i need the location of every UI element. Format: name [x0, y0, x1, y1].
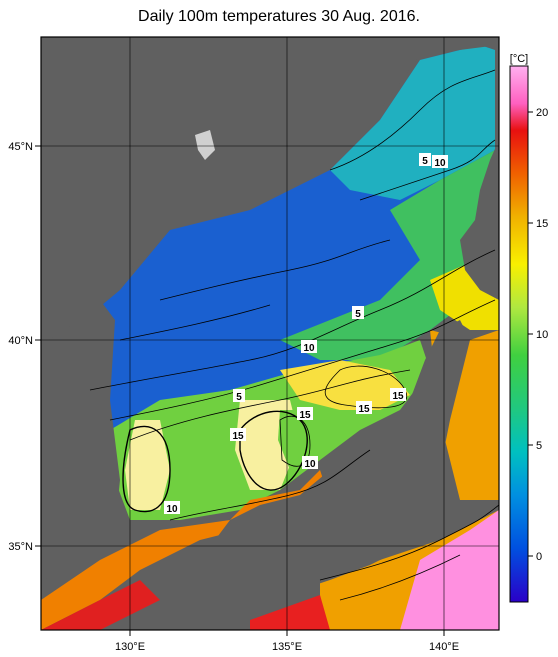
graticule — [41, 37, 499, 630]
sakhalin-island — [195, 130, 215, 160]
colorbar-tick: 15 — [536, 218, 548, 230]
japan-hokkaido — [460, 140, 499, 300]
sea-warm-region — [280, 360, 410, 410]
asia-mainland — [41, 37, 499, 345]
japan-honshu — [200, 320, 470, 600]
contour-label: 5 — [422, 156, 428, 167]
sea-teal-region — [330, 45, 495, 200]
contour-label: 15 — [232, 431, 244, 442]
lon-label: 135°E — [272, 641, 302, 653]
contour-label: 10 — [166, 504, 178, 515]
lon-label: 130°E — [115, 641, 145, 653]
contour-label: 15 — [392, 391, 404, 402]
contour-label: 10 — [303, 343, 315, 354]
contour-label: 15 — [299, 410, 311, 421]
contour-label: 10 — [434, 158, 446, 169]
contour-label: 5 — [236, 392, 242, 403]
colorbar-tick: 0 — [536, 551, 542, 563]
colorbar-gradient — [509, 65, 529, 603]
lat-label: 45°N — [8, 141, 33, 153]
pacific-hot — [400, 510, 499, 630]
colorbar-tick: 10 — [536, 329, 548, 341]
contour-label: 15 — [358, 404, 370, 415]
colorbar-tick: 5 — [536, 440, 542, 452]
map-border — [40, 36, 500, 631]
lon-label: 140°E — [429, 641, 459, 653]
map-title: Daily 100m temperatures 30 Aug. 2016. — [138, 8, 420, 25]
contour-label: 10 — [304, 459, 316, 470]
lat-label: 35°N — [8, 541, 33, 553]
korea-peninsula — [41, 300, 120, 580]
colorbar-tick: 20 — [536, 107, 548, 119]
axis-ticks — [35, 145, 445, 636]
colorbar-unit: [°C] — [510, 53, 528, 65]
lat-label: 40°N — [8, 335, 33, 347]
colorbar: [°C] 20 15 10 5 0 — [509, 53, 548, 603]
contour-label: 5 — [355, 309, 361, 320]
contour-label-group: 5 10 10 5 5 15 15 15 15 10 10 — [164, 153, 448, 515]
map-area: 5 10 10 5 5 15 15 15 15 10 10 — [41, 37, 499, 630]
